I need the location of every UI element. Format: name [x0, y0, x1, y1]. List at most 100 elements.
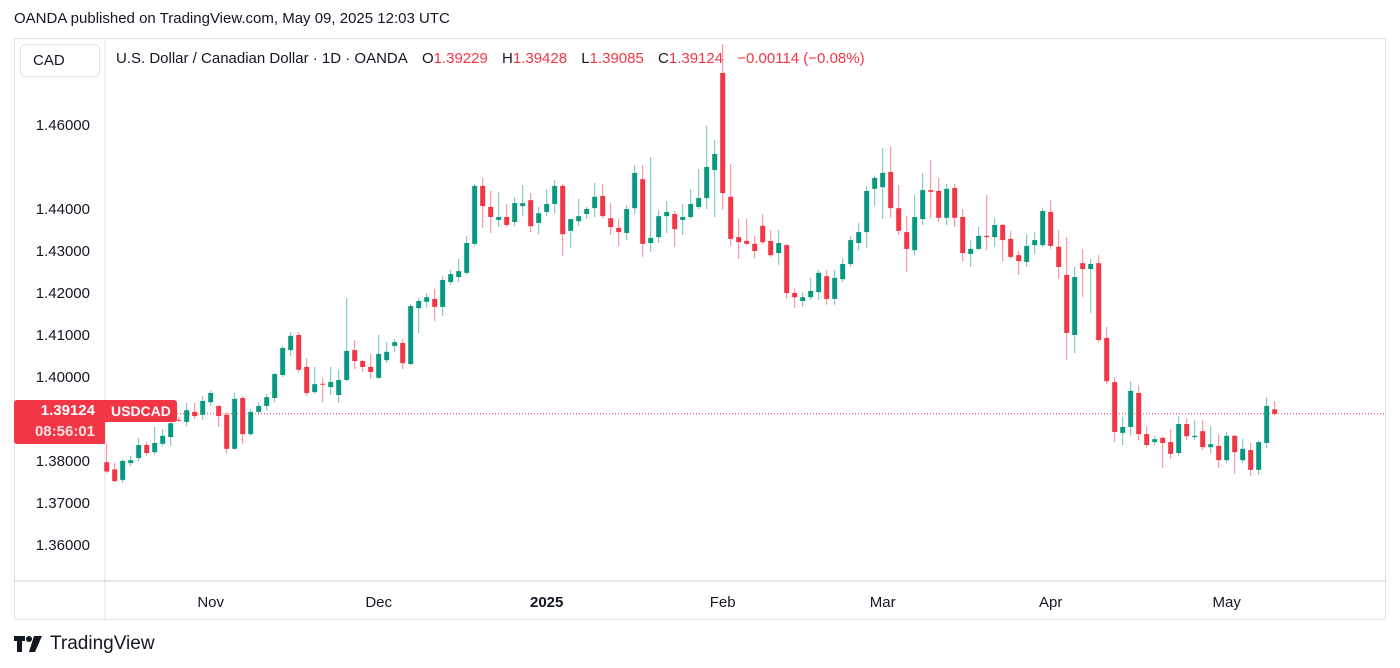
candle-body — [232, 398, 238, 449]
candle-body — [592, 196, 598, 209]
candle — [464, 235, 470, 275]
candle — [528, 193, 534, 233]
candle — [808, 277, 814, 301]
candle-body — [1240, 448, 1246, 461]
candle-body — [688, 203, 694, 217]
high-label: H — [502, 50, 513, 67]
candle — [112, 463, 118, 482]
candle-body — [784, 245, 790, 293]
candle-body — [472, 185, 478, 244]
candle — [496, 192, 502, 228]
candle-body — [1072, 277, 1078, 335]
candle — [1072, 266, 1078, 354]
candle — [192, 403, 198, 419]
candle-body — [408, 306, 414, 364]
candle-body — [240, 398, 246, 435]
candle-body — [1152, 439, 1158, 443]
candle-body — [488, 206, 494, 217]
candle-body — [1120, 426, 1126, 433]
candle-body — [1136, 392, 1142, 435]
candle-body — [952, 188, 958, 218]
candle-body — [480, 185, 486, 207]
candle — [600, 183, 606, 219]
candle-body — [536, 213, 542, 223]
candle-body — [328, 382, 334, 388]
candle-body — [512, 203, 518, 223]
candle-body — [160, 435, 166, 444]
candle — [832, 269, 838, 305]
candle — [1208, 426, 1214, 454]
candle-body — [976, 235, 982, 249]
candle-body — [704, 167, 710, 199]
candle — [1024, 234, 1030, 267]
candle-body — [800, 297, 806, 301]
candle-body — [104, 462, 110, 472]
candle-body — [984, 235, 990, 238]
candle — [224, 412, 230, 454]
candle — [648, 156, 654, 252]
candle-body — [904, 232, 910, 249]
candle-body — [1112, 382, 1118, 433]
candle — [336, 369, 342, 404]
candle-body — [840, 264, 846, 280]
candle-body — [1080, 263, 1086, 270]
candle-body — [1024, 245, 1030, 262]
candle-body — [1016, 255, 1022, 262]
candle-body — [672, 214, 678, 230]
candle — [1256, 440, 1262, 475]
candle — [1160, 436, 1166, 469]
candle-body — [1208, 444, 1214, 448]
candle — [920, 172, 926, 225]
candle-body — [728, 196, 734, 239]
candle — [232, 392, 238, 451]
x-tick-label: Mar — [870, 594, 896, 611]
candle — [960, 209, 966, 262]
candle-body — [256, 405, 262, 412]
candle — [280, 345, 286, 377]
candle-body — [864, 190, 870, 233]
candle-body — [264, 397, 270, 406]
candle-body — [368, 366, 374, 372]
currency-button[interactable]: CAD — [20, 44, 100, 77]
candle — [936, 177, 942, 223]
candle — [1088, 258, 1094, 314]
candle — [304, 358, 310, 396]
candle-body — [872, 177, 878, 189]
candle — [1048, 200, 1054, 249]
published-caption: OANDA published on TradingView.com, May … — [14, 10, 450, 27]
candle-body — [632, 172, 638, 209]
candle — [608, 203, 614, 236]
candle — [672, 211, 678, 247]
candle-body — [560, 185, 566, 235]
candle-body — [1192, 435, 1198, 438]
y-tick-label: 1.42000 — [36, 285, 90, 302]
candle — [792, 288, 798, 309]
candle-body — [760, 225, 766, 243]
tradingview-logo[interactable]: TradingView — [14, 633, 155, 655]
candle — [1184, 418, 1190, 440]
candle-body — [320, 383, 326, 385]
candle-body — [1272, 409, 1278, 414]
candle — [208, 390, 214, 407]
candle — [592, 182, 598, 217]
candle — [736, 219, 742, 259]
last-price-label: 1.39124 08:56:01 — [14, 400, 105, 444]
candle-body — [712, 153, 718, 170]
candle-body — [568, 219, 574, 231]
candle-body — [736, 237, 742, 243]
candle-body — [344, 350, 350, 380]
x-tick-label: Feb — [710, 594, 736, 611]
candle — [720, 43, 726, 210]
candle-body — [1032, 240, 1038, 246]
candle-body — [1264, 405, 1270, 443]
candle — [520, 185, 526, 217]
candle — [144, 442, 150, 456]
candle-body — [880, 172, 886, 188]
chart-legend: U.S. Dollar / Canadian Dollar · 1D · OAN… — [116, 50, 875, 67]
candle — [1152, 435, 1158, 446]
candle-body — [496, 216, 502, 220]
candle — [392, 339, 398, 352]
candle-body — [1168, 442, 1174, 454]
candle-body — [1104, 337, 1110, 382]
